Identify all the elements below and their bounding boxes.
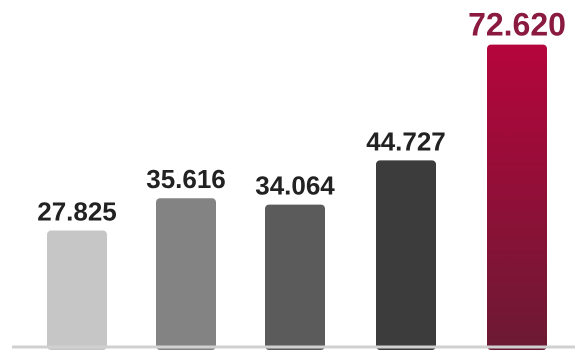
bar-fourth	[376, 160, 436, 350]
value-label-fourth: 44.727	[366, 126, 446, 156]
bar-third	[265, 204, 325, 350]
value-label-third: 34.064	[255, 171, 335, 201]
bar-fifth	[487, 44, 547, 350]
bar-second	[156, 198, 216, 350]
bars-group	[47, 44, 547, 350]
value-label-fifth: 72.620	[468, 7, 566, 43]
value-label-first: 27.825	[37, 197, 117, 227]
value-labels-group: 27.825 35.616 34.064 44.727 72.620	[37, 7, 566, 227]
value-label-second: 35.616	[146, 164, 226, 194]
bar-first	[47, 230, 107, 350]
